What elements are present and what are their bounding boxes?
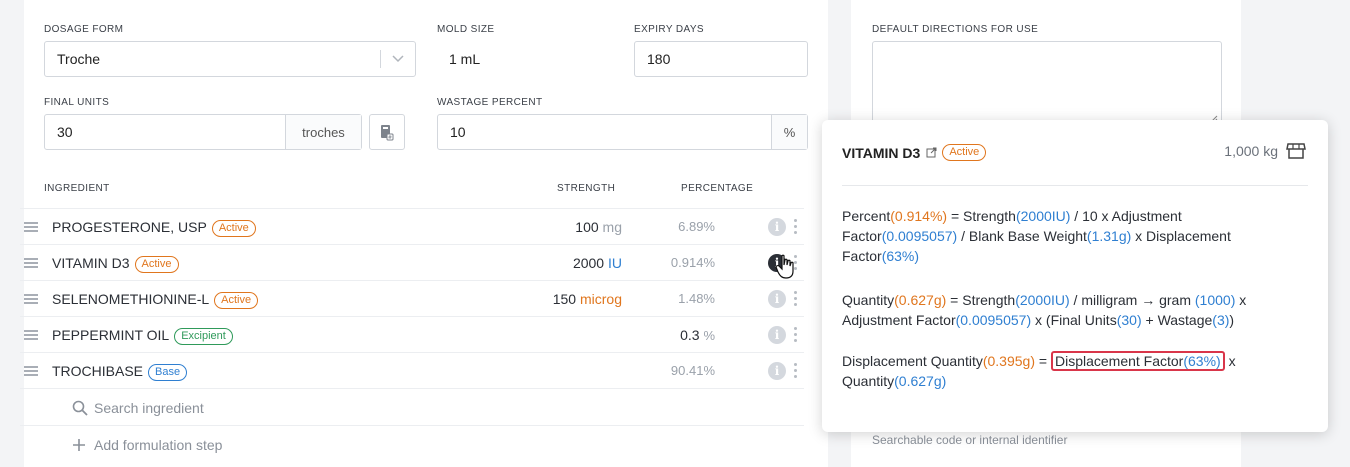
wastage-value: 10 xyxy=(450,124,466,140)
more-icon[interactable] xyxy=(794,363,798,379)
more-icon[interactable] xyxy=(794,255,798,271)
mold-size-value: 1 mL xyxy=(449,51,481,67)
final-units-value: 30 xyxy=(57,124,73,140)
status-badge: Excipient xyxy=(174,328,233,345)
strength: 150 microg xyxy=(552,291,622,307)
header-ingredient: INGREDIENT xyxy=(44,183,110,194)
displacement-formula: Displacement Quantity(0.395g) = Displace… xyxy=(842,351,1236,389)
directions-label: DEFAULT DIRECTIONS FOR USE xyxy=(872,24,1039,35)
search-row xyxy=(20,388,804,425)
external-link-icon[interactable] xyxy=(926,147,937,158)
expiry-days-value: 180 xyxy=(647,51,671,67)
svg-text:#: # xyxy=(388,135,392,141)
add-formulation-step-button[interactable]: Add formulation step xyxy=(72,437,222,453)
popover-title: VITAMIN D3 Active xyxy=(842,144,987,161)
percentage: 90.41% xyxy=(670,363,715,378)
popover-quantity: 1,000 kg xyxy=(1224,142,1306,160)
calculator-icon: # xyxy=(381,125,394,141)
table-row[interactable]: VITAMIN D3 Active 2000 IU 0.914% i xyxy=(20,244,804,280)
drag-handle-icon[interactable] xyxy=(24,330,38,340)
info-icon[interactable]: i xyxy=(768,326,786,344)
ingredient-name: PROGESTERONE, USP Active xyxy=(52,219,256,237)
percentage: 0.3 % xyxy=(680,327,715,343)
expiry-days-input[interactable]: 180 xyxy=(634,41,808,77)
highlighted-displacement-factor: Displacement Factor(63%) xyxy=(1050,351,1225,371)
header-strength: STRENGTH xyxy=(557,183,616,194)
popover-divider xyxy=(842,185,1308,186)
status-badge: Active xyxy=(211,220,256,237)
search-ingredient-input[interactable]: Search ingredient xyxy=(72,400,204,416)
strength: 2000 IU xyxy=(572,255,622,271)
wastage-unit: % xyxy=(771,115,807,149)
calculator-button[interactable]: # xyxy=(369,114,405,150)
table-row[interactable]: SELENOMETHIONINE-L Active 150 microg 1.48… xyxy=(20,280,804,316)
final-units-input[interactable]: 30 troches xyxy=(44,114,362,150)
final-units-unit: troches xyxy=(285,115,361,149)
drag-handle-icon[interactable] xyxy=(24,294,38,304)
status-badge: Active xyxy=(942,144,987,161)
table-row[interactable]: TROCHIBASE Base 90.41% i xyxy=(20,352,804,388)
percent-formula: Percent(0.914%) = Strength(2000IU) / 10 … xyxy=(842,208,1231,264)
dosage-form-value: Troche xyxy=(57,51,101,67)
dosage-form-label: DOSAGE FORM xyxy=(44,24,124,35)
table-row[interactable]: PROGESTERONE, USP Active 100 mg 6.89% i xyxy=(20,208,804,244)
wastage-label: WASTAGE PERCENT xyxy=(437,97,543,108)
drag-handle-icon[interactable] xyxy=(24,222,38,232)
select-divider xyxy=(380,50,381,68)
percentage: 0.914% xyxy=(670,255,715,270)
drag-handle-icon[interactable] xyxy=(24,366,38,376)
percentage: 1.48% xyxy=(678,291,715,306)
ingredient-name: PEPPERMINT OIL Excipient xyxy=(52,327,233,345)
more-icon[interactable] xyxy=(794,219,798,235)
add-step-label: Add formulation step xyxy=(94,437,223,453)
drag-handle-icon[interactable] xyxy=(24,258,38,268)
status-badge: Active xyxy=(214,292,259,309)
search-icon xyxy=(72,400,88,416)
search-placeholder: Search ingredient xyxy=(94,400,204,416)
ingredient-name: SELENOMETHIONINE-L Active xyxy=(52,291,259,309)
expiry-days-label: EXPIRY DAYS xyxy=(634,24,704,35)
chevron-down-icon[interactable] xyxy=(381,55,415,63)
more-icon[interactable] xyxy=(794,327,798,343)
plus-icon xyxy=(73,439,85,451)
final-units-label: FINAL UNITS xyxy=(44,97,110,108)
dosage-form-select[interactable]: Troche xyxy=(44,41,416,77)
code-hint: Searchable code or internal identifier xyxy=(872,433,1068,447)
hand-cursor-icon xyxy=(775,254,794,279)
store-icon[interactable] xyxy=(1286,142,1306,160)
wastage-input[interactable]: 10 % xyxy=(437,114,808,150)
ingredient-name: TROCHIBASE Base xyxy=(52,363,188,381)
header-percentage: PERCENTAGE xyxy=(681,183,754,194)
info-icon[interactable]: i xyxy=(768,362,786,380)
table-row[interactable]: PEPPERMINT OIL Excipient 0.3 % i xyxy=(20,316,804,352)
add-step-row xyxy=(20,425,804,461)
directions-textarea[interactable] xyxy=(872,41,1222,127)
mold-size-label: MOLD SIZE xyxy=(437,24,495,35)
ingredient-name: VITAMIN D3 Active xyxy=(52,255,179,273)
strength: 100 mg xyxy=(575,219,622,235)
more-icon[interactable] xyxy=(794,291,798,307)
info-icon[interactable]: i xyxy=(768,290,786,308)
formulation-card xyxy=(24,0,828,467)
ingredient-info-popover: VITAMIN D3 Active 1,000 kg Percent(0.914… xyxy=(822,120,1328,432)
quantity-formula: Quantity(0.627g) = Strength(2000IU) / mi… xyxy=(842,292,1247,328)
percentage: 6.89% xyxy=(678,219,715,234)
status-badge: Base xyxy=(148,364,188,381)
info-icon[interactable]: i xyxy=(768,218,786,236)
status-badge: Active xyxy=(134,256,179,273)
